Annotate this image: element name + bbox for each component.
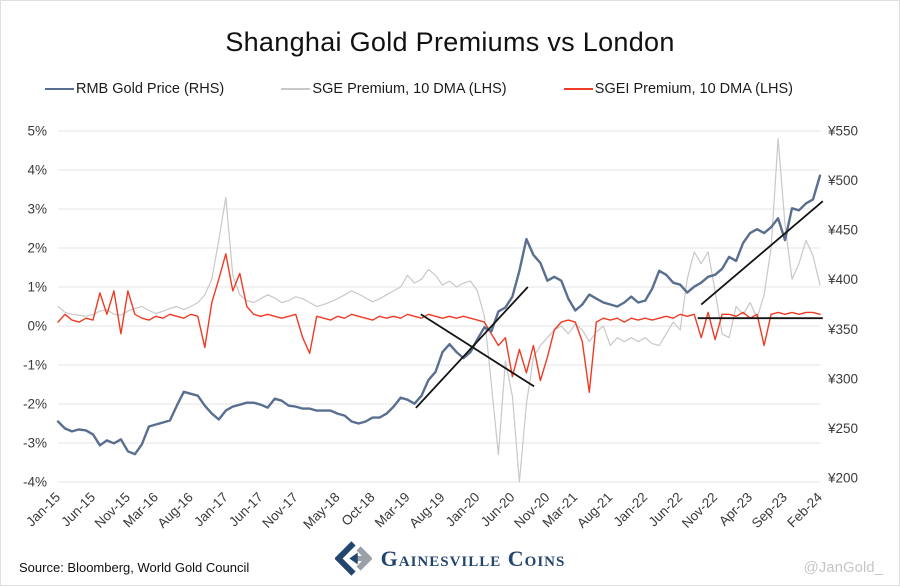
- sgei-premium-line-swatch: [563, 88, 593, 90]
- right-axis-tick-250: ¥250: [827, 421, 858, 436]
- legend-item-sge-premium: SGE Premium, 10 DMA (LHS): [281, 81, 507, 97]
- left-axis-tick-4%: 4%: [27, 163, 47, 178]
- left-axis-tick-1%: 1%: [27, 280, 47, 295]
- logo-wordmark: Gainesville Coins: [380, 545, 566, 571]
- x-axis-tick-Jan-17: Jan-17: [191, 490, 231, 530]
- annotation-downtrend-2019-2020: [420, 313, 535, 388]
- right-axis-tick-550: ¥550: [827, 124, 858, 139]
- legend-item-sgei-premium: SGEI Premium, 10 DMA (LHS): [563, 81, 793, 97]
- legend-label-sge-premium: SGE Premium, 10 DMA (LHS): [312, 81, 507, 97]
- x-axis-tick-May-18: May-18: [300, 490, 342, 532]
- left-axis-tick--2%: -2%: [23, 397, 47, 412]
- x-axis-tick-Nov-17: Nov-17: [259, 490, 300, 531]
- source-note: Source: Bloomberg, World Gold Council: [19, 560, 250, 575]
- x-axis-tick-Jun-20: Jun-20: [478, 490, 518, 530]
- legend-label-sgei-premium: SGEI Premium, 10 DMA (LHS): [594, 81, 793, 97]
- gainesville-g-icon: [334, 541, 372, 576]
- left-axis-tick--1%: -1%: [23, 358, 47, 373]
- right-axis-tick-200: ¥200: [827, 471, 858, 486]
- left-axis-tick--3%: -3%: [23, 436, 47, 451]
- x-axis-tick-Apr-23: Apr-23: [716, 490, 755, 529]
- x-axis-tick-Mar-19: Mar-19: [372, 490, 413, 531]
- x-axis-tick-Jan-20: Jan-20: [443, 490, 483, 530]
- legend-item-rmb-gold-price: RMB Gold Price (RHS): [45, 81, 224, 97]
- x-axis-tick-Oct-18: Oct-18: [338, 490, 377, 529]
- line-chart-canvas: 5% 4% 3% 2% 1% 0% -1% -2% -3% -4% ¥550 ¥500 ¥450 ¥400…: [23, 124, 858, 532]
- series-line-rmb-gold-price: [56, 174, 822, 456]
- x-axis-tick-Jun-15: Jun-15: [58, 490, 98, 530]
- watermark: @JanGold_: [803, 559, 883, 576]
- right-axis-tick-450: ¥450: [827, 223, 858, 238]
- sge-premium-line-swatch: [281, 88, 311, 90]
- left-axis-tick-0%: 0%: [27, 319, 47, 334]
- right-axis-tick-300: ¥300: [827, 371, 858, 386]
- x-axis-tick-Aug-21: Aug-21: [574, 490, 615, 531]
- rmb-gold-price-line-swatch: [45, 88, 74, 90]
- x-axis-tick-Aug-19: Aug-19: [406, 490, 447, 531]
- chart-title: Shanghai Gold Premiums vs London: [225, 27, 675, 57]
- x-axis-tick-Jan-22: Jan-22: [611, 490, 651, 530]
- x-axis-tick-Nov-22: Nov-22: [679, 490, 720, 531]
- legend: RMB Gold Price (RHS) SGE Premium, 10 DMA…: [45, 81, 793, 97]
- plot-area: 5% 4% 3% 2% 1% 0% -1% -2% -3% -4% ¥550 ¥500 ¥450 ¥400…: [1, 1, 899, 535]
- annotation-uptrend-2022-2024: [700, 200, 824, 306]
- x-axis-tick-Jan-15: Jan-15: [23, 490, 63, 530]
- legend-label-rmb-gold-price: RMB Gold Price (RHS): [76, 81, 225, 97]
- x-axis-tick-Jun-17: Jun-17: [226, 490, 266, 530]
- right-axis-tick-500: ¥500: [827, 173, 858, 188]
- right-axis-tick-350: ¥350: [827, 322, 858, 337]
- left-axis-tick-2%: 2%: [27, 241, 47, 256]
- x-axis-tick-Sep-23: Sep-23: [749, 490, 790, 531]
- series-line-sgei-premium: [57, 253, 821, 393]
- series-line-sge-premium: [57, 138, 821, 483]
- left-axis-tick-3%: 3%: [27, 202, 47, 217]
- x-axis-tick-Jun-22: Jun-22: [646, 490, 686, 530]
- right-axis-tick-400: ¥400: [827, 272, 858, 287]
- left-axis-tick-5%: 5%: [27, 124, 47, 139]
- x-axis-tick-Feb-24: Feb-24: [784, 489, 825, 530]
- x-axis-tick-Aug-16: Aug-16: [155, 490, 196, 531]
- left-axis-tick--4%: -4%: [23, 475, 47, 490]
